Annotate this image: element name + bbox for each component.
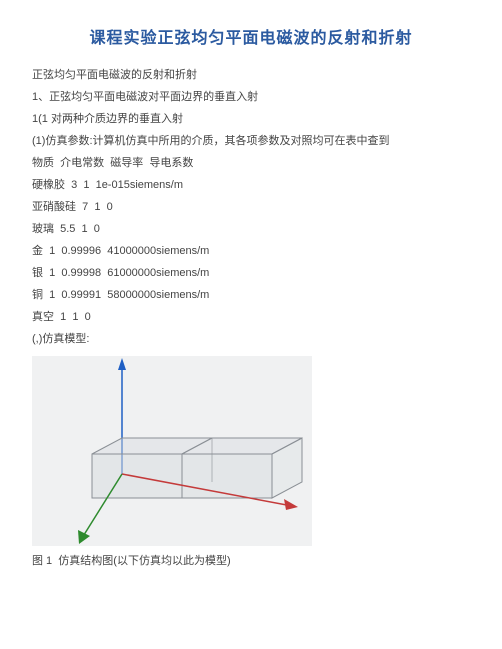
body-line: (,)仿真模型: [32,328,470,350]
page-title: 课程实验正弦均匀平面电磁波的反射和折射 [32,24,470,48]
body-line: 亚硝酸硅 7 1 0 [32,196,470,218]
body-line: 正弦均匀平面电磁波的反射和折射 [32,64,470,86]
simulation-model-figure [32,356,312,546]
isometric-box-icon [32,356,312,546]
body-line: 硬橡胶 3 1 1e-015siemens/m [32,174,470,196]
body-line: 铜 1 0.99991 58000000siemens/m [32,284,470,306]
body-line: 物质 介电常数 磁导率 导电系数 [32,152,470,174]
body-line: 银 1 0.99998 61000000siemens/m [32,262,470,284]
body-line: 1、正弦均匀平面电磁波对平面边界的垂直入射 [32,86,470,108]
body-line: (1)仿真参数:计算机仿真中所用的介质，其各项参数及对照均可在表中查到 [32,130,470,152]
body-line: 真空 1 1 0 [32,306,470,328]
body-line: 金 1 0.99996 41000000siemens/m [32,240,470,262]
body-line: 玻璃 5.5 1 0 [32,218,470,240]
body-line: 1(1 对两种介质边界的垂直入射 [32,108,470,130]
figure-caption: 图 1 仿真结构图(以下仿真均以此为模型) [32,550,470,572]
